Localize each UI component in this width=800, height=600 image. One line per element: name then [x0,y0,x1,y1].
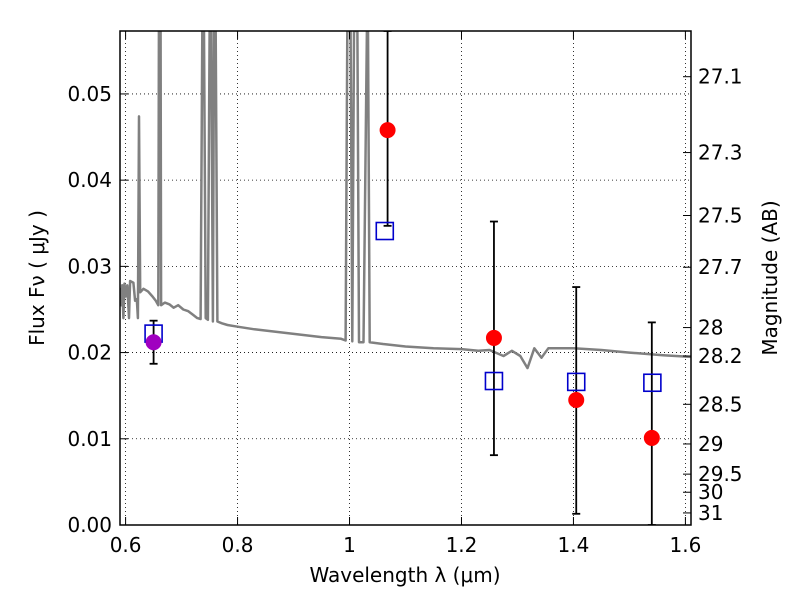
y2-tick-label: 31 [698,501,723,525]
flux-point-marker [379,122,396,139]
x-axis-label: Wavelength λ (μm) [309,563,500,587]
y-tick-label: 0.03 [67,254,112,278]
axes: 0.6 0.8 1 1.2 1.4 1.6 0.00 0.01 0.02 0.03 0.04 0.05… [67,31,743,557]
flux-point-marker [568,391,585,408]
flux-point-marker [485,329,502,346]
plot-area [120,31,691,525]
model-square-marker [484,371,504,391]
y-axis-label: Flux Fν ( μJy ) [25,210,49,346]
y2-tick-label: 28.2 [698,344,743,368]
x-tick-label: 1.2 [446,533,478,557]
y-tick-label: 0.05 [67,82,112,106]
flux-point-marker [643,429,660,446]
y2-tick-label: 27.1 [698,65,743,89]
data-group [120,31,691,525]
y2-tick-label: 27.5 [698,203,743,227]
model-square-marker [375,221,395,241]
plot-frame [119,30,692,526]
y2-axis-label: Magnitude (AB) [758,200,782,355]
y2-tick-label: 29 [698,432,723,456]
y2-tick-label: 27.7 [698,255,743,279]
x-tick-label: 0.8 [222,533,254,557]
y2-tick-label: 29.5 [698,462,743,486]
x-tick-label: 1.4 [558,533,590,557]
y2-tick-label: 28 [698,316,723,340]
y-tick-label: 0.02 [67,341,112,365]
y-tick-label: 0.04 [67,168,112,192]
model-square-marker [643,373,662,393]
model-square-marker [566,372,586,392]
sed-line [120,31,691,370]
y2-tick-label: 27.3 [698,141,743,165]
y-tick-label: 0.01 [67,427,112,451]
x-tick-label: 1 [343,533,356,557]
y2-tick-label: 28.5 [698,392,743,416]
x-tick-label: 0.6 [110,533,142,557]
y-tick-label: 0.00 [67,513,112,537]
y2-tick-label: 30 [698,480,723,504]
x-tick-label: 1.6 [669,533,701,557]
flux-point-marker [145,334,162,351]
